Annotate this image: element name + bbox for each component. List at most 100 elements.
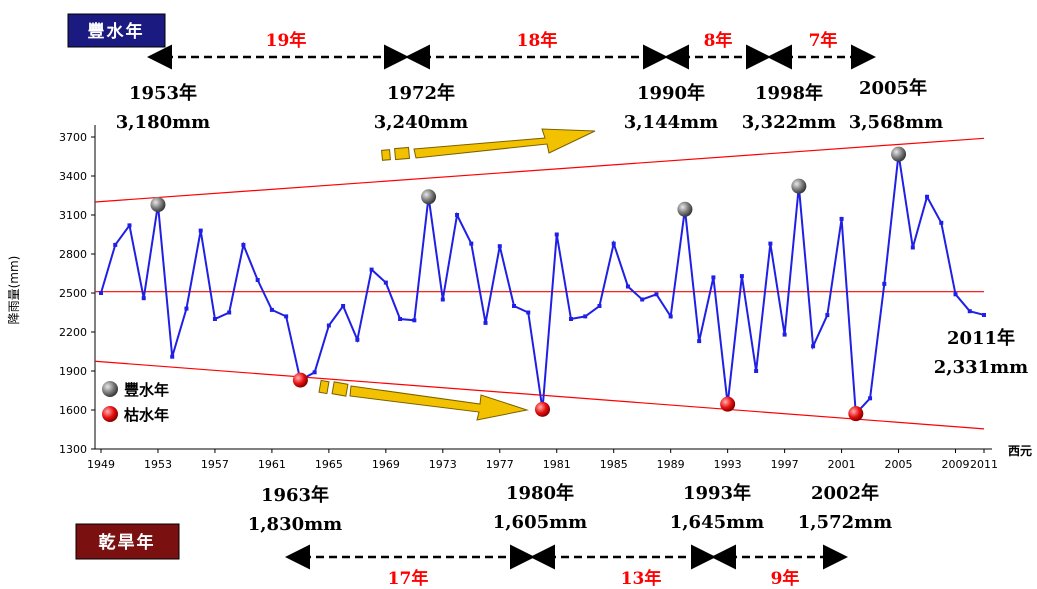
dry-banner: 乾旱年 bbox=[75, 523, 180, 560]
x-tick-label: 1961 bbox=[258, 458, 286, 471]
data-point bbox=[269, 307, 274, 312]
dry-interval-label-1: 17年 bbox=[388, 568, 429, 589]
data-point bbox=[939, 220, 944, 225]
dry-ann-value-2: 1,605mm bbox=[493, 512, 587, 533]
dry-banner-label: 乾旱年 bbox=[99, 532, 156, 553]
data-point bbox=[255, 278, 260, 282]
latest-ann-year: 2011年 bbox=[947, 327, 1015, 349]
x-tick-label: 1985 bbox=[600, 458, 628, 471]
data-point bbox=[469, 241, 474, 246]
data-point bbox=[811, 344, 816, 349]
wet-interval-label-3: 8年 bbox=[704, 30, 733, 51]
legend-dry-marker bbox=[102, 406, 118, 422]
x-tick-label: 2009 bbox=[942, 458, 970, 471]
x-tick-label: 1989 bbox=[657, 458, 685, 471]
dry-year-marker bbox=[535, 401, 550, 417]
data-point bbox=[697, 339, 702, 344]
dry-interval-label-3: 9年 bbox=[771, 568, 800, 589]
data-point bbox=[440, 297, 445, 302]
wet-ann-year-5: 2005年 bbox=[859, 77, 927, 99]
data-point bbox=[967, 309, 972, 314]
data-point bbox=[355, 337, 360, 342]
legend-wet-marker bbox=[102, 381, 118, 397]
wet-ann-year-2: 1972年 bbox=[387, 82, 455, 104]
y-tick-label: 3400 bbox=[59, 170, 87, 183]
data-point bbox=[184, 306, 189, 311]
data-point bbox=[326, 323, 331, 328]
x-tick-label: 2005 bbox=[885, 458, 913, 471]
data-point bbox=[953, 292, 958, 297]
rising-trend-arrow bbox=[381, 128, 596, 161]
wet-year-marker bbox=[677, 201, 693, 217]
y-tick-label: 3700 bbox=[59, 131, 87, 144]
wet-banner: 豐水年 bbox=[67, 13, 166, 48]
wet-interval-labels: 19年 18年 8年 7年 bbox=[266, 30, 838, 51]
data-point bbox=[982, 312, 986, 317]
wet-year-marker bbox=[150, 197, 166, 213]
data-point bbox=[597, 304, 602, 308]
x-tick-label: 1993 bbox=[714, 458, 742, 471]
wet-ann-year-3: 1990年 bbox=[637, 82, 705, 104]
data-point bbox=[611, 241, 616, 246]
y-axis-label: 降雨量(mm) bbox=[7, 256, 21, 325]
latest-ann-value: 2,331mm bbox=[934, 357, 1028, 378]
data-point bbox=[198, 228, 203, 233]
wet-year-marker bbox=[421, 189, 437, 205]
dry-annotations: 1963年 1,830mm 1980年 1,605mm 1993年 1,645m… bbox=[248, 482, 892, 535]
data-point bbox=[284, 314, 289, 319]
data-point bbox=[369, 267, 374, 272]
falling-trend-arrow bbox=[318, 379, 529, 421]
dry-ann-value-4: 1,572mm bbox=[798, 512, 892, 533]
x-axis-label: 西元 bbox=[1008, 444, 1032, 458]
x-tick-label: 1965 bbox=[315, 458, 343, 471]
dry-year-marker bbox=[292, 372, 308, 388]
data-point bbox=[768, 241, 773, 246]
y-tick-label: 2500 bbox=[59, 287, 87, 300]
x-tick-label: 1957 bbox=[201, 458, 229, 471]
data-point bbox=[341, 304, 346, 308]
wet-ann-value-2: 3,240mm bbox=[374, 112, 468, 133]
x-tick-label: 1953 bbox=[144, 458, 172, 471]
data-point bbox=[910, 245, 915, 250]
wet-interval-label-1: 19年 bbox=[266, 30, 307, 51]
x-tick-label: 1997 bbox=[771, 458, 799, 471]
data-point bbox=[241, 242, 246, 247]
y-tick-label: 1900 bbox=[59, 365, 87, 378]
legend-wet-label: 豐水年 bbox=[124, 381, 169, 399]
dry-interval-labels: 17年 13年 9年 bbox=[388, 568, 800, 589]
data-point bbox=[925, 194, 930, 199]
y-tick-label: 1300 bbox=[59, 443, 87, 456]
data-point bbox=[754, 369, 759, 373]
wet-ann-value-4: 3,322mm bbox=[742, 112, 836, 133]
x-tick-label: 2011 bbox=[970, 458, 998, 471]
data-point bbox=[739, 274, 744, 279]
data-point bbox=[554, 232, 559, 237]
y-tick-label: 2200 bbox=[59, 326, 87, 339]
dry-ann-year-3: 1993年 bbox=[683, 482, 751, 504]
wet-ann-value-5: 3,568mm bbox=[849, 112, 943, 133]
data-point bbox=[412, 318, 417, 323]
wet-interval-label-2: 18年 bbox=[517, 30, 558, 51]
data-point bbox=[839, 216, 844, 221]
legend-dry-label: 枯水年 bbox=[124, 406, 169, 424]
upper-trend-line bbox=[94, 137, 985, 203]
data-point bbox=[312, 370, 317, 375]
dry-ann-year-4: 2002年 bbox=[811, 482, 879, 504]
x-tick-label: 2001 bbox=[828, 458, 856, 471]
y-tick-label: 1600 bbox=[59, 404, 87, 417]
wet-year-marker bbox=[891, 146, 907, 162]
data-point bbox=[127, 223, 132, 228]
wet-annotations: 1953年 3,180mm 1972年 3,240mm 1990年 3,144m… bbox=[116, 77, 943, 133]
data-point bbox=[141, 296, 146, 301]
data-point bbox=[868, 396, 873, 401]
x-tick-label: 1981 bbox=[543, 458, 571, 471]
data-point bbox=[882, 281, 887, 286]
y-tick-label: 3100 bbox=[59, 209, 87, 222]
data-point bbox=[583, 314, 588, 319]
dry-ann-value-3: 1,645mm bbox=[670, 512, 764, 533]
data-point bbox=[113, 242, 118, 247]
x-ticks: 1949 1953 1957 1961 1965 1969 1973 1977 1981 1985… bbox=[87, 449, 998, 471]
wet-banner-label: 豐水年 bbox=[88, 21, 145, 42]
x-tick-label: 1973 bbox=[429, 458, 457, 471]
